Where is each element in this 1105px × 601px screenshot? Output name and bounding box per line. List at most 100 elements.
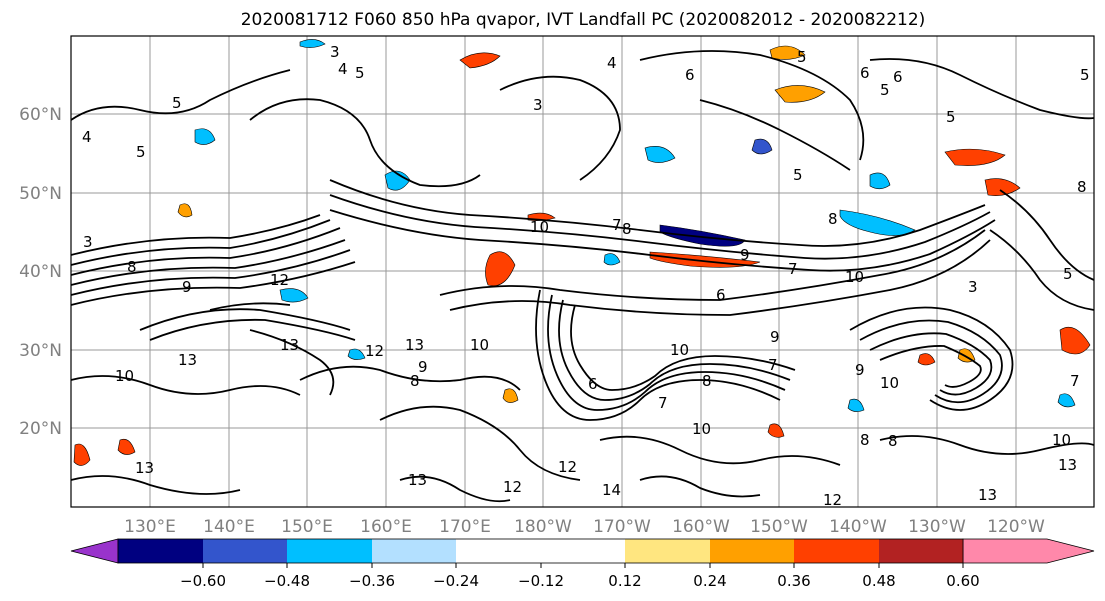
lon-label: 180°W [514,517,572,537]
colorbar-bin [625,539,710,563]
graticule [71,36,1094,507]
contour-label: 3 [83,233,93,251]
colorbar-tick-label: −0.24 [433,572,479,590]
colorbar-tick-label: −0.36 [349,572,395,590]
contour-label: 7 [1070,372,1080,390]
colorbar-bin [118,539,203,563]
contour-label: 9 [182,278,192,296]
lon-label: 130°E [124,517,176,537]
latitude-labels: 60°N 50°N 40°N 30°N 20°N [19,105,62,439]
colorbar-bin [541,539,625,563]
lon-label: 170°E [439,517,491,537]
contour-label: 13 [135,459,154,477]
contour-label: 5 [946,108,956,126]
contour-label: 14 [602,481,621,499]
lat-label: 40°N [19,262,62,282]
contour-label: 7 [768,356,778,374]
contour-label: 6 [860,64,870,82]
colorbar-tick-label: 0.12 [608,572,641,590]
lon-label: 140°W [829,517,887,537]
contour-label: 8 [888,432,898,450]
contour-label: 13 [405,336,424,354]
lon-label: 170°W [593,517,651,537]
colorbar-extend-high [962,538,1095,564]
colorbar-tick-label: 0.48 [862,572,895,590]
lon-label: 160°E [360,517,412,537]
contour-label: 10 [115,367,134,385]
contour-label: 7 [612,216,622,234]
lat-label: 20°N [19,419,62,439]
colorbar-bin [710,539,794,563]
contour-label: 12 [558,458,577,476]
lon-label: 150°E [281,517,333,537]
contour-label: 6 [893,68,903,86]
contour-label: 13 [178,351,197,369]
colorbar-tick-label: −0.60 [180,572,226,590]
colorbar-bin [794,539,879,563]
contour-label: 8 [828,210,838,228]
colorbar-ticks [202,563,964,568]
contour-label: 5 [1063,265,1073,283]
contour-label: 3 [968,278,978,296]
contour-label: 8 [702,372,712,390]
colorbar-bin [287,539,372,563]
contour-label: 8 [410,372,420,390]
ivt-contours [70,50,1095,503]
contour-label: 5 [136,143,146,161]
colorbar-bin [372,539,456,563]
contour-label: 10 [670,341,689,359]
lat-label: 30°N [19,341,62,361]
contour-label: 5 [355,64,365,82]
contour-label-group: 3 4 5 5 4 5 5 6 6 6 5 5 4 3 5 7 8 8 8 10… [82,43,1090,509]
contour-label: 12 [503,478,522,496]
contour-label: 5 [793,166,803,184]
contour-label: 4 [82,128,92,146]
contour-label: 6 [685,66,695,84]
colorbar-tick-label: −0.12 [518,572,564,590]
colorbar-tick-label: −0.48 [264,572,310,590]
contour-label: 10 [880,374,899,392]
contour-label: 4 [607,54,617,72]
lon-label: 140°E [203,517,255,537]
colorbar-bin [456,539,541,563]
contour-label: 8 [860,431,870,449]
contour-label: 4 [338,60,348,78]
contour-label: 7 [788,260,798,278]
contour-label: 5 [172,94,182,112]
lon-label: 160°W [672,517,730,537]
contour-label: 8 [622,220,632,238]
contour-label: 12 [365,342,384,360]
contour-label: 10 [530,218,549,236]
contour-label: 12 [823,491,842,509]
contour-label: 8 [127,258,137,276]
contour-label: 8 [1077,178,1087,196]
contour-label: 9 [418,358,428,376]
colorbar-tick-labels: −0.60 −0.48 −0.36 −0.24 −0.12 0.12 0.24 … [180,572,980,590]
figure-title: 2020081712 F060 850 hPa qvapor, IVT Land… [241,10,926,30]
contour-label: 13 [280,336,299,354]
lat-label: 50°N [19,184,62,204]
colorbar-tick-label: 0.36 [777,572,810,590]
contour-label: 3 [330,43,340,61]
contour-label: 5 [880,81,890,99]
longitude-labels: 130°E 140°E 150°E 160°E 170°E 180°W 170°… [124,517,1045,537]
contour-label: 9 [740,246,750,264]
contour-label: 12 [270,271,289,289]
colorbar-tick-label: 0.60 [946,572,979,590]
colorbar-extend-low [70,538,119,564]
contour-label: 9 [855,361,865,379]
contour-label: 3 [533,96,543,114]
colorbar: −0.60 −0.48 −0.36 −0.24 −0.12 0.12 0.24 … [70,538,1095,590]
contour-label: 5 [1080,66,1090,84]
lat-label: 60°N [19,105,62,125]
contour-label: 7 [658,394,668,412]
lon-label: 150°W [750,517,808,537]
contour-label: 10 [1052,431,1071,449]
contour-label: 13 [978,486,997,504]
contour-label: 10 [845,268,864,286]
qvapor-anomaly-shading [73,39,1091,466]
contour-label: 5 [797,48,807,66]
contour-label: 9 [770,328,780,346]
colorbar-tick-label: 0.24 [693,572,726,590]
